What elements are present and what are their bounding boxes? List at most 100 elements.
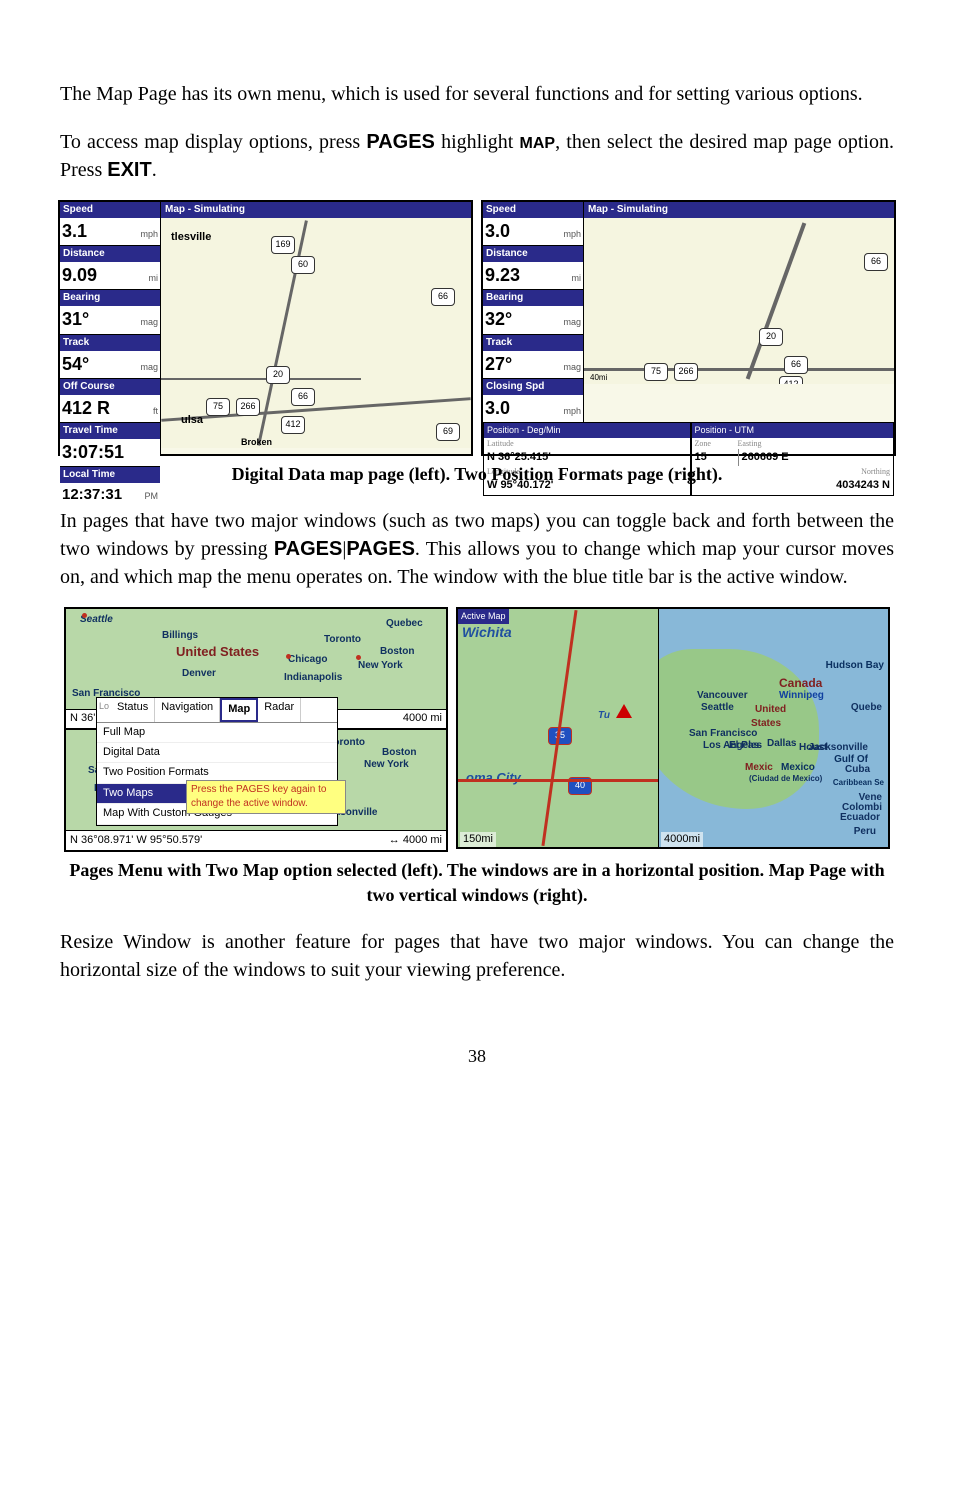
tab-map[interactable]: Map bbox=[220, 698, 258, 721]
r-quebe: Quebe bbox=[851, 701, 882, 715]
p2-a: To access map display options, press bbox=[60, 131, 366, 153]
city-indianapolis: Indianapolis bbox=[284, 671, 342, 685]
gps2-scale-40mi: 40mi bbox=[590, 372, 607, 383]
city-billings: Billings bbox=[162, 629, 198, 643]
shield2-66b: 66 bbox=[784, 356, 808, 374]
menu-coords: N 36°08.971' W 95°50.579' bbox=[70, 833, 202, 848]
tab-radar[interactable]: Radar bbox=[258, 698, 301, 721]
gps1-f5-val: 3:07:51 bbox=[62, 440, 124, 465]
shield-20: 20 bbox=[266, 366, 290, 384]
gps2-f1-unit: mi bbox=[572, 272, 582, 285]
gps2-f0-val: 3.0 bbox=[485, 219, 510, 244]
dual-left-map: Active Map Wichita Tu oma City 35 40 150… bbox=[458, 609, 659, 847]
gps2-f4-label: Closing Spd bbox=[483, 379, 583, 395]
gps2-f3-val: 27° bbox=[485, 352, 512, 377]
gps2-f2-val: 32° bbox=[485, 307, 512, 332]
pos-right-north: 4034243 N bbox=[833, 477, 893, 494]
gps1-f3-unit: mag bbox=[140, 361, 158, 374]
r-carib: Caribbean Se bbox=[833, 777, 884, 788]
gps2-f3-unit: mag bbox=[563, 361, 581, 374]
kbd-pages-1: PAGES bbox=[274, 538, 343, 560]
r-united: United bbox=[755, 703, 786, 717]
r-peru: Peru bbox=[854, 825, 876, 839]
gps2-f1-val: 9.23 bbox=[485, 263, 520, 288]
gps1-f1-val: 9.09 bbox=[62, 263, 97, 288]
pages-menu-screenshot: Seattle Billings United States Toronto Q… bbox=[64, 607, 448, 852]
intro-para-2: To access map display options, press PAG… bbox=[60, 128, 894, 184]
dual-left-title: Wichita bbox=[462, 623, 512, 643]
r-seattle: Seattle bbox=[701, 701, 734, 715]
gps2-f0-label: Speed bbox=[483, 202, 583, 218]
dual-active-map-badge: Active Map bbox=[458, 609, 509, 624]
para-4: Resize Window is another feature for pag… bbox=[60, 928, 894, 984]
kbd-exit: EXIT bbox=[107, 159, 151, 181]
city-toronto: Toronto bbox=[324, 633, 361, 647]
gps1-data-panel: Speed3.1mph Distance9.09mi Bearing31°mag… bbox=[60, 202, 161, 454]
pos-left-head: Position - Deg/Min bbox=[484, 423, 690, 438]
gps-screenshot-2: Speed3.0mph Distance9.23mi Bearing32°mag… bbox=[481, 200, 896, 456]
city-quebec: Quebec bbox=[386, 617, 423, 631]
figure-row-1: Speed3.1mph Distance9.09mi Bearing31°mag… bbox=[60, 200, 894, 456]
gps2-f3-label: Track bbox=[483, 335, 583, 351]
shield2-266: 266 bbox=[674, 363, 698, 381]
r-cuba: Cuba bbox=[845, 763, 870, 777]
shield-75: 75 bbox=[206, 398, 230, 416]
dual-vertical-screenshot: Active Map Wichita Tu oma City 35 40 150… bbox=[456, 607, 890, 849]
shield2-20: 20 bbox=[759, 328, 783, 346]
dual-right-scale: 4000mi bbox=[661, 832, 703, 847]
r-winnipeg: Winnipeg bbox=[779, 689, 824, 703]
gps1-f3-label: Track bbox=[60, 335, 160, 351]
gps1-f2-label: Bearing bbox=[60, 290, 160, 306]
shield-66a: 66 bbox=[431, 288, 455, 306]
gps1-f0-val: 3.1 bbox=[62, 219, 87, 244]
gps2-map: Map - Simulating 66 20 66 75 266 412 40m… bbox=[584, 202, 894, 422]
gps1-f6-label: Local Time bbox=[60, 467, 160, 483]
tab-navigation[interactable]: Navigation bbox=[155, 698, 220, 721]
menu-item-digital-data[interactable]: Digital Data bbox=[97, 743, 337, 763]
kbd-pages-2: PAGES bbox=[346, 538, 415, 560]
pos-right-sub2: Easting bbox=[738, 438, 762, 449]
r-dallas: Dallas bbox=[767, 737, 796, 751]
shield-412: 412 bbox=[281, 416, 305, 434]
shield-266: 266 bbox=[236, 398, 260, 416]
menu-lat-n: N 36' bbox=[70, 711, 95, 726]
shield2-75: 75 bbox=[644, 363, 668, 381]
city-newyork-b: New York bbox=[364, 758, 409, 772]
gps1-f3-val: 54° bbox=[62, 352, 89, 377]
pos-right-east: 260669 E bbox=[739, 449, 792, 466]
shield-66b: 66 bbox=[291, 388, 315, 406]
gps2-map-canvas: 66 20 66 75 266 412 40mi bbox=[584, 218, 894, 384]
gps1-label-ulsa: ulsa bbox=[181, 413, 203, 428]
gps1-f2-unit: mag bbox=[140, 316, 158, 329]
page-number: 38 bbox=[60, 1044, 894, 1069]
city-newyork: New York bbox=[358, 659, 403, 673]
r-elpas: El Pas bbox=[729, 739, 759, 753]
menu-item-full-map[interactable]: Full Map bbox=[97, 723, 337, 743]
gps1-f5-label: Travel Time bbox=[60, 423, 160, 439]
menu-coords-bar: N 36°08.971' W 95°50.579' ↔ 4000 mi bbox=[66, 830, 446, 850]
gps2-f2-unit: mag bbox=[563, 316, 581, 329]
gps1-map-canvas: tlesville ulsa Broken 169 60 66 20 75 26… bbox=[161, 218, 471, 448]
gps1-f6-unit: PM bbox=[145, 490, 159, 503]
gps1-map: Map - Simulating tlesville ulsa Broken 1… bbox=[161, 202, 471, 454]
gps1-f1-unit: mi bbox=[149, 272, 159, 285]
gps2-map-title: Map - Simulating bbox=[584, 202, 894, 218]
tab-status[interactable]: Status bbox=[111, 698, 155, 721]
city-boston: Boston bbox=[380, 645, 414, 659]
shield-60: 60 bbox=[291, 256, 315, 274]
gps2-f4-unit: mph bbox=[563, 405, 581, 418]
gps1-label-tlesville: tlesville bbox=[171, 230, 211, 245]
dual-right-map: Hudson Bay Canada Winnipeg Vancouver Sea… bbox=[659, 609, 888, 847]
caption-2: Pages Menu with Two Map option selected … bbox=[60, 858, 894, 908]
kbd-map: MAP bbox=[520, 135, 556, 152]
gps1-f4-val: 412 R bbox=[62, 396, 110, 421]
intro-para-1: The Map Page has its own menu, which is … bbox=[60, 80, 894, 108]
city-denver: Denver bbox=[182, 667, 216, 681]
menu-map-top: Seattle Billings United States Toronto Q… bbox=[66, 609, 446, 709]
r-ecuador: Ecuador bbox=[840, 811, 880, 825]
pos-left-sub1: Latitude bbox=[484, 438, 690, 449]
gps-screenshot-1: Speed3.1mph Distance9.09mi Bearing31°mag… bbox=[58, 200, 473, 456]
shield2-412: 412 bbox=[779, 376, 803, 384]
gps1-f4-unit: ft bbox=[153, 405, 158, 418]
gps1-f0-unit: mph bbox=[140, 228, 158, 241]
